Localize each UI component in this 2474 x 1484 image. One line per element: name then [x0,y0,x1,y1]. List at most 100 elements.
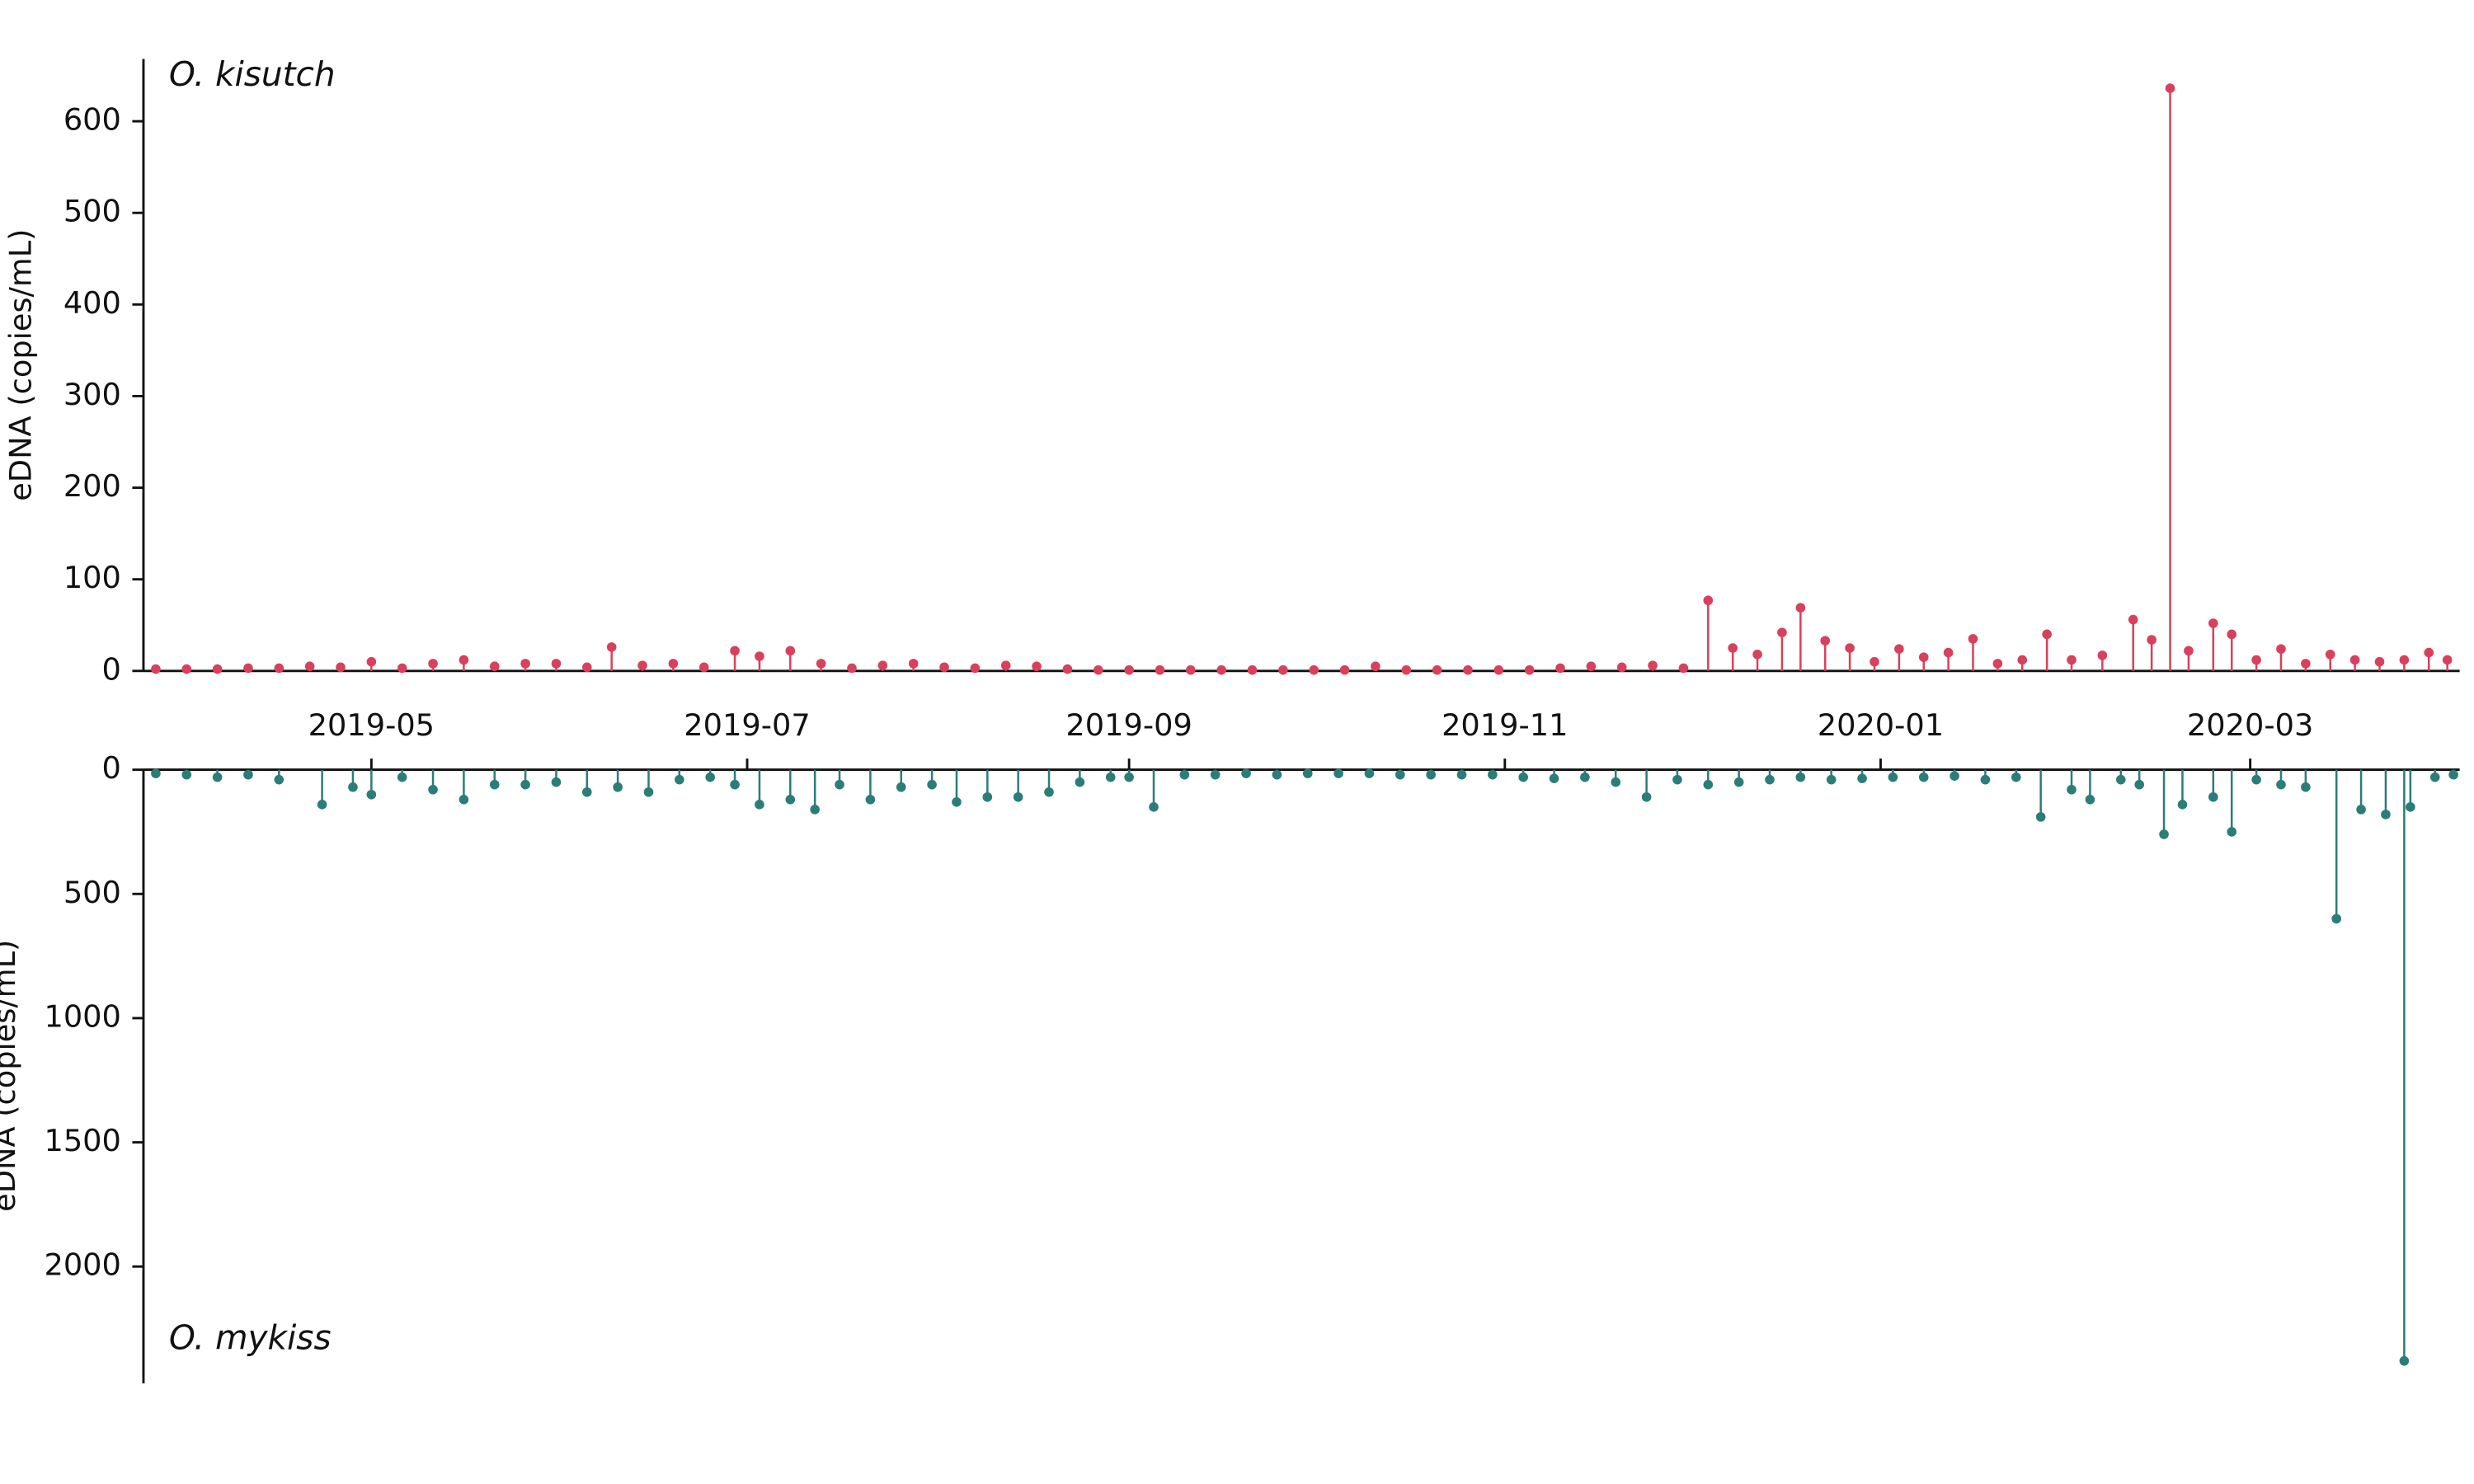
stem-marker [1210,769,1221,780]
stem-marker [2429,772,2440,782]
stem-marker [970,663,981,674]
stem-marker [2208,618,2218,628]
stem-marker [1678,663,1689,674]
stem-marker [1826,774,1837,785]
stem-marker [1488,769,1498,780]
stem-marker [151,768,161,778]
stem-marker [1555,663,1565,674]
stem-marker [2085,794,2095,805]
stem-marker [730,646,740,656]
stem-marker [1586,661,1597,672]
x-tick-label: 2019-07 [684,707,810,743]
stem-marker [1894,644,1904,654]
stem-marker [1278,665,1288,675]
stem-marker [952,797,962,807]
stem-marker [2147,635,2157,645]
stem-marker [1777,627,1787,637]
stem-marker [908,659,919,669]
y-tick-label: 0 [102,750,121,786]
stem-marker [877,660,888,670]
stem-marker [2128,614,2138,625]
stem-marker [1992,659,2003,669]
stem-marker [668,659,679,669]
stem-marker [304,661,315,672]
stem-marker [2448,769,2458,780]
stem-marker [1044,787,1054,797]
y-tick-label: 500 [63,194,121,229]
stem-marker [705,772,715,782]
stem-marker [1549,773,1559,783]
y-tick-label: 100 [63,560,121,595]
stem-marker [274,774,285,785]
stem-marker [816,659,826,669]
stem-marker [520,779,530,790]
stem-marker [1820,636,1831,646]
stem-marker [2227,827,2237,837]
stem-marker [2356,805,2366,815]
stem-marker [1364,768,1375,778]
y-tick-label: 1000 [44,998,120,1034]
stem-marker [730,779,740,790]
stem-marker [581,662,592,673]
stem-marker [810,805,820,815]
x-tick-label: 2020-01 [1818,707,1944,743]
stem-marker [2067,784,2077,795]
stem-marker [1013,791,1023,802]
stem-marker [1432,665,1442,675]
stem-marker [2349,655,2360,665]
stem-marker [1888,772,1898,782]
stem-marker [1703,595,1714,606]
stem-marker [1980,774,1991,785]
stem-marker [1580,772,1590,782]
stem-marker [366,656,377,667]
stem-marker [698,662,709,673]
stem-marker [1648,660,1658,670]
stem-marker [2399,655,2410,665]
x-tick-label: 2019-05 [308,707,435,743]
y-tick-label: 0 [102,651,121,687]
stem-marker [1524,665,1535,675]
stem-marker [1845,643,1855,653]
stem-marker [1918,652,1929,662]
stem-marker [2227,629,2237,640]
stem-marker [2134,779,2144,790]
stem-marker [243,769,253,780]
stem-marker [2251,774,2261,785]
stem-marker [1124,665,1134,675]
x-tick-label: 2020-03 [2187,707,2313,743]
stem-marker [428,784,438,795]
stem-marker [1672,774,1682,785]
stem-marker [1918,772,1929,782]
y-tick-label: 300 [63,377,121,412]
stem-marker [459,655,469,665]
y-tick-label: 1500 [44,1123,120,1158]
stem-marker [243,663,253,674]
stem-marker [1000,660,1011,670]
stem-marker [2177,800,2188,810]
stem-marker [865,794,876,805]
y-tick-label: 200 [63,468,121,504]
y-axis-label: eDNA (copies/mL) [0,940,22,1212]
y-tick-label: 500 [63,875,121,910]
stem-marker [1075,777,1085,787]
stem-marker [1186,665,1196,675]
stem-marker [2067,655,2077,665]
stem-marker [2035,812,2046,822]
stem-marker [1870,656,1879,667]
stem-marker [2184,646,2194,656]
stem-marker [1611,777,1621,787]
stem-marker [489,779,500,790]
stem-marker [317,800,327,810]
stem-marker [1247,665,1258,675]
stem-marker [643,787,654,797]
stem-marker [1333,768,1343,778]
stem-marker [835,779,844,790]
stem-marker [2301,782,2311,792]
stem-marker [520,659,530,669]
stem-marker [1155,665,1165,675]
stem-marker [2165,83,2175,93]
stem-marker [1728,643,1738,653]
stem-marker [1943,647,1954,658]
